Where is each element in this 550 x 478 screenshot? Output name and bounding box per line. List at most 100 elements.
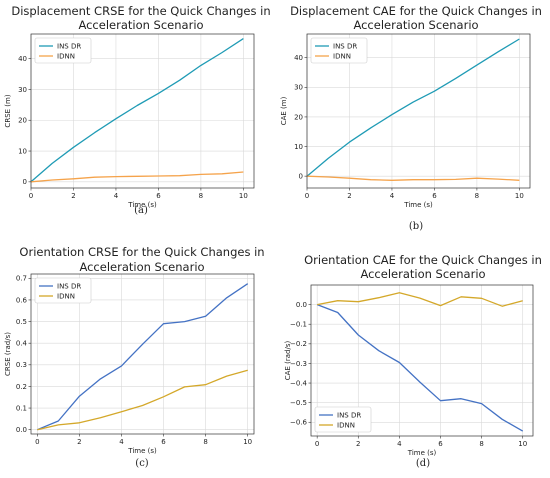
chart-c: Orientation CRSE for the Quick Changes i…	[4, 245, 265, 469]
x-tick-label: 4	[397, 440, 402, 448]
y-tick-label: 0.0	[16, 426, 27, 434]
y-tick-label: 30	[294, 84, 303, 92]
x-tick-label: 2	[356, 440, 360, 448]
chart-a: Displacement CRSE for the Quick Changes …	[4, 4, 271, 216]
legend-label: IDNN	[337, 422, 355, 430]
chart-d: Orientation CAE for the Quick Changes in…	[284, 253, 542, 469]
plot-frame	[306, 33, 531, 189]
x-tick-label: 10	[515, 192, 524, 200]
chart-title: Orientation CAE for the Quick Changes in	[304, 253, 542, 267]
legend-label: INS DR	[57, 283, 81, 291]
chart-caption: (d)	[416, 458, 430, 469]
legend-label: IDNN	[333, 53, 351, 61]
legend: INS DR IDNN	[310, 37, 368, 64]
x-tick-label: 6	[161, 438, 166, 446]
y-tick-label: 40	[18, 55, 27, 63]
legend: INS DR IDNN	[314, 406, 372, 433]
x-tick-label: 2	[71, 192, 75, 200]
legend-label: INS DR	[57, 43, 81, 51]
y-tick-label: 30	[18, 86, 27, 94]
chart-title: Displacement CRSE for the Quick Changes …	[11, 4, 270, 18]
y-axis-label: CRSE (rad/s)	[4, 332, 12, 376]
x-tick-label: 4	[390, 192, 395, 200]
chart-title: Orientation CRSE for the Quick Changes i…	[19, 245, 264, 259]
y-tick-label: −0.3	[290, 360, 307, 368]
x-tick-label: 8	[475, 192, 479, 200]
x-tick-label: 6	[432, 192, 437, 200]
series-line-ins-dr	[37, 283, 249, 431]
x-tick-label: 10	[518, 440, 527, 448]
y-axis-label: CAE (m)	[280, 96, 288, 125]
chart-title-line2: Acceleration Scenario	[353, 18, 478, 32]
x-tick-label: 8	[199, 192, 203, 200]
x-tick-label: 0	[35, 438, 39, 446]
y-tick-label: −0.1	[290, 321, 307, 329]
x-axis-label: Time (s)	[127, 201, 157, 209]
y-axis-label: CAE (rad/s)	[284, 341, 292, 381]
y-tick-label: −0.5	[290, 399, 307, 407]
x-axis-label: Time (s)	[127, 447, 157, 455]
x-tick-label: 10	[239, 192, 248, 200]
x-tick-label: 0	[29, 192, 33, 200]
y-tick-label: 0.3	[16, 361, 27, 369]
y-tick-label: 0.4	[16, 340, 28, 348]
x-tick-label: 4	[114, 192, 119, 200]
y-tick-label: 0.6	[16, 296, 28, 304]
chart-caption: (c)	[135, 458, 149, 469]
y-tick-label: −0.2	[290, 340, 307, 348]
legend-box	[314, 406, 372, 433]
series-line-ins-dr	[306, 38, 520, 177]
x-tick-label: 0	[305, 192, 309, 200]
y-tick-label: 0.7	[16, 275, 27, 283]
x-tick-label: 10	[243, 438, 252, 446]
plot-frame	[30, 33, 255, 189]
y-tick-label: 20	[18, 117, 27, 125]
legend-box	[34, 37, 92, 64]
legend-label: IDNN	[57, 293, 75, 301]
legend-label: INS DR	[333, 43, 357, 51]
chart-title-line2: Acceleration Scenario	[79, 260, 204, 274]
x-tick-label: 2	[347, 192, 351, 200]
x-axis-label: Time (s)	[403, 201, 433, 209]
series-line-idnn	[306, 175, 520, 181]
legend-label: IDNN	[57, 53, 75, 61]
y-tick-label: 0.2	[16, 383, 27, 391]
legend-label: INS DR	[337, 412, 361, 420]
chart-title-line2: Acceleration Scenario	[78, 18, 203, 32]
y-tick-label: 40	[294, 54, 303, 62]
x-axis-label: Time (s)	[407, 449, 437, 457]
y-tick-label: −0.6	[290, 419, 308, 427]
y-tick-label: 0	[299, 173, 303, 181]
chart-title: Displacement CAE for the Quick Changes i…	[290, 4, 542, 18]
y-tick-label: 10	[294, 143, 303, 151]
legend: INS DR IDNN	[34, 277, 92, 304]
x-tick-label: 8	[479, 440, 483, 448]
chart-b: Displacement CAE for the Quick Changes i…	[280, 4, 542, 232]
x-tick-label: 6	[156, 192, 161, 200]
legend: INS DR IDNN	[34, 37, 92, 64]
chart-caption: (b)	[409, 221, 423, 232]
chart-title-line2: Acceleration Scenario	[360, 267, 485, 281]
y-axis-label: CRSE (m)	[4, 94, 12, 127]
legend-box	[34, 277, 92, 304]
series-line-idnn	[30, 171, 244, 183]
y-tick-label: 10	[18, 147, 27, 155]
x-tick-label: 8	[203, 438, 207, 446]
y-tick-label: 0	[23, 178, 27, 186]
y-tick-label: −0.4	[290, 379, 308, 387]
plot-frame	[30, 273, 255, 435]
chart-caption: (a)	[134, 205, 148, 216]
y-tick-label: 0.0	[296, 301, 307, 309]
series-line-idnn	[317, 292, 523, 307]
y-tick-label: 0.1	[16, 404, 27, 412]
y-tick-label: 0.5	[16, 318, 27, 326]
x-tick-label: 2	[77, 438, 81, 446]
x-tick-label: 0	[315, 440, 319, 448]
series-line-ins-dr	[316, 303, 524, 432]
series-line-idnn	[37, 369, 248, 431]
series-line-ins-dr	[30, 38, 244, 183]
x-tick-label: 4	[119, 438, 124, 446]
plot-frame	[310, 284, 534, 437]
x-tick-label: 6	[438, 440, 443, 448]
